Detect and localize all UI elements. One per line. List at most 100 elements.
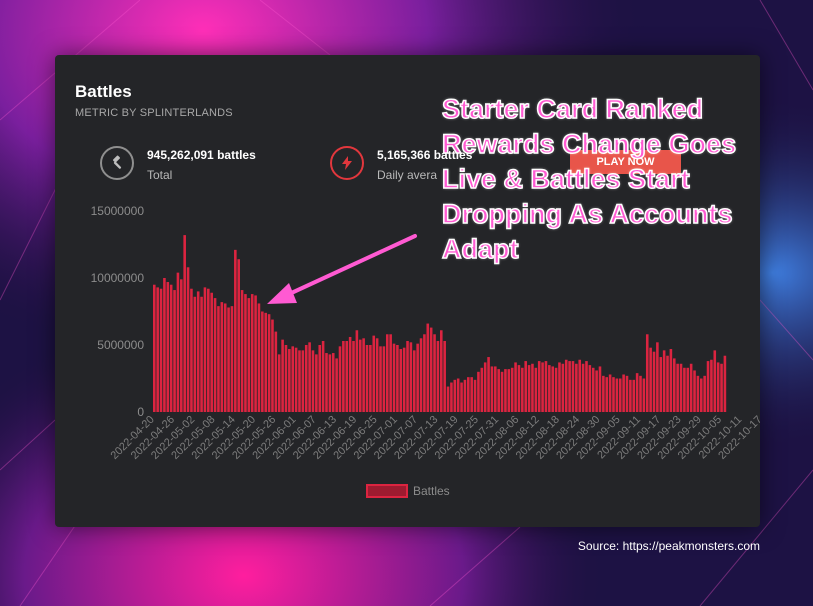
- bar: [325, 353, 328, 412]
- bar: [460, 382, 463, 412]
- bar: [308, 342, 311, 412]
- bar: [676, 363, 679, 412]
- bar: [470, 377, 473, 412]
- bar: [193, 296, 197, 412]
- bar: [558, 362, 561, 412]
- daily-battles-label: Daily avera: [377, 168, 438, 182]
- total-battles-value: 945,262,091 battles: [147, 148, 256, 162]
- bar: [649, 347, 652, 412]
- bar: [629, 379, 632, 412]
- bar: [720, 363, 723, 412]
- battles-bar-chart: 0500000010000000150000002022-04-202022-0…: [91, 204, 760, 498]
- bar: [662, 350, 666, 412]
- bar: [483, 362, 487, 412]
- bar: [429, 327, 433, 412]
- bar: [544, 361, 548, 412]
- legend-swatch: [366, 484, 408, 498]
- bar: [399, 349, 403, 412]
- bar: [564, 359, 568, 412]
- bar: [521, 367, 524, 412]
- bar: [207, 288, 210, 412]
- bar: [321, 340, 325, 412]
- legend-label: Battles: [413, 484, 450, 498]
- bar: [169, 284, 173, 412]
- bar: [618, 378, 622, 412]
- play-now-button[interactable]: PLAY NOW: [570, 150, 681, 174]
- bar: [632, 379, 636, 412]
- bar: [355, 330, 359, 412]
- bar: [524, 361, 527, 412]
- bar: [446, 386, 450, 412]
- bar: [298, 350, 301, 412]
- bar: [352, 340, 355, 412]
- bar: [264, 312, 267, 412]
- bar: [581, 363, 585, 412]
- bar: [213, 298, 217, 412]
- bar: [669, 349, 673, 412]
- y-tick-label: 15000000: [91, 204, 145, 218]
- bar: [426, 323, 430, 412]
- bar: [602, 375, 605, 412]
- bar: [575, 363, 578, 412]
- bar: [591, 367, 595, 412]
- source-credit: Source: https://peakmonsters.com: [577, 539, 760, 553]
- bar: [254, 295, 257, 412]
- bar: [382, 346, 386, 412]
- bar: [153, 284, 156, 412]
- bar: [639, 375, 642, 412]
- bar: [176, 272, 180, 412]
- bar: [183, 235, 186, 412]
- bar: [588, 365, 592, 412]
- bar: [362, 338, 365, 412]
- bar: [284, 345, 288, 412]
- bar: [379, 346, 382, 412]
- bar: [277, 354, 281, 412]
- bar: [642, 378, 646, 412]
- bar: [200, 296, 203, 412]
- bar: [220, 302, 224, 412]
- bar: [716, 362, 720, 412]
- bar: [318, 345, 322, 412]
- bar: [234, 249, 237, 412]
- bar: [186, 267, 190, 412]
- daily-battles-value: 5,165,366 battles: [377, 148, 473, 162]
- bar: [494, 366, 497, 412]
- bar: [412, 350, 416, 412]
- bar: [568, 361, 571, 412]
- bar: [338, 346, 342, 412]
- bar: [713, 350, 717, 412]
- bar: [450, 382, 453, 412]
- bar: [372, 335, 376, 412]
- bar: [693, 370, 696, 412]
- bar: [490, 366, 494, 412]
- bar: [267, 314, 271, 412]
- bar: [686, 367, 690, 412]
- y-tick-label: 0: [137, 405, 144, 419]
- bar: [683, 367, 686, 412]
- bar: [328, 354, 332, 412]
- bar: [645, 334, 649, 412]
- bar: [514, 362, 517, 412]
- lightning-icon: [330, 146, 364, 180]
- gavel-icon: [100, 146, 134, 180]
- bar: [578, 359, 582, 412]
- bar: [281, 339, 284, 412]
- total-battles-label: Total: [147, 168, 173, 182]
- bar: [723, 355, 727, 412]
- bar: [392, 343, 396, 412]
- bar: [416, 343, 419, 412]
- bar: [672, 358, 676, 412]
- bar: [257, 303, 261, 412]
- bar: [689, 363, 693, 412]
- bar: [554, 367, 558, 412]
- bar: [615, 378, 619, 412]
- annotation-text: Starter Card Ranked Rewards Change Goes …: [441, 93, 737, 265]
- y-tick-label: 10000000: [91, 271, 145, 285]
- bar: [190, 288, 193, 412]
- bar: [402, 347, 406, 412]
- bar: [500, 371, 504, 412]
- annotation-arrowhead: [267, 283, 297, 304]
- bar: [440, 330, 443, 412]
- bar: [473, 379, 477, 412]
- bar: [659, 357, 663, 412]
